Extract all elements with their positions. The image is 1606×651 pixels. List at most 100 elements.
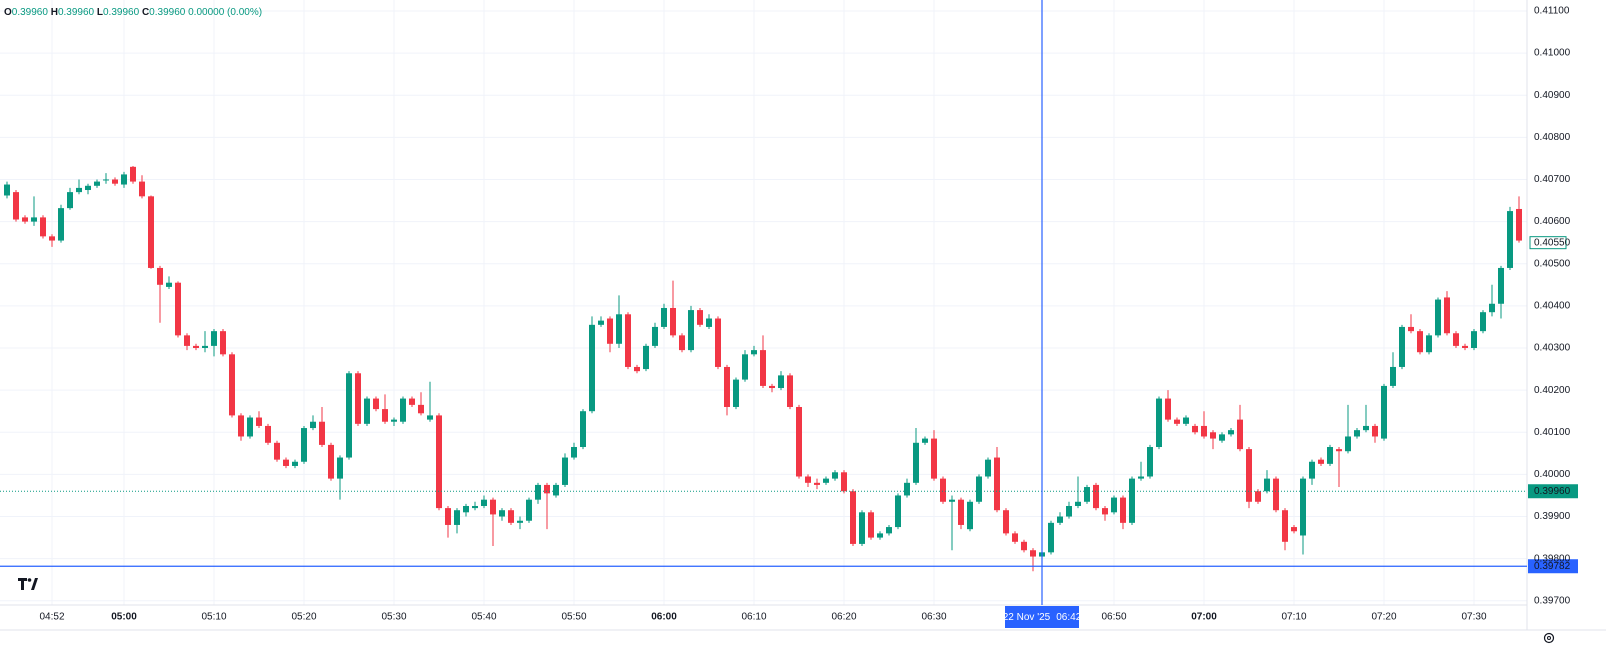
candle-body bbox=[1291, 527, 1297, 532]
settings-button[interactable] bbox=[1543, 632, 1555, 644]
candle-body bbox=[796, 406, 802, 477]
crosshair-time: 06:42 bbox=[1056, 612, 1081, 623]
ohlc-value: 0.39960 bbox=[149, 7, 186, 18]
candle-body bbox=[1264, 478, 1270, 492]
candle-body bbox=[139, 181, 145, 197]
candle-body bbox=[1030, 550, 1036, 557]
candle-body bbox=[265, 425, 271, 443]
y-tick-label: 0.40600 bbox=[1534, 216, 1571, 227]
candle-body bbox=[1273, 478, 1279, 511]
candle-body bbox=[1138, 476, 1144, 479]
candle-body bbox=[1255, 491, 1261, 502]
candle-body bbox=[553, 484, 559, 496]
crosshair-time-bg bbox=[1005, 606, 1079, 628]
grid bbox=[0, 0, 1527, 605]
candle-body bbox=[490, 499, 496, 515]
x-tick-label: 05:10 bbox=[201, 612, 226, 623]
candle-body bbox=[931, 438, 937, 479]
y-tick-label: 0.39700 bbox=[1534, 595, 1571, 606]
candle-body bbox=[103, 179, 109, 181]
candle-body bbox=[1417, 331, 1423, 353]
candle-body bbox=[1237, 419, 1243, 450]
candle-body bbox=[274, 442, 280, 460]
candle-body bbox=[994, 457, 1000, 511]
candle-body bbox=[1309, 461, 1315, 479]
candle-body bbox=[1246, 449, 1252, 502]
candle-body bbox=[121, 174, 127, 185]
y-tick-label: 0.40000 bbox=[1534, 469, 1571, 480]
candle-body bbox=[670, 307, 676, 336]
candle-body bbox=[544, 484, 550, 494]
candle-body bbox=[778, 375, 784, 389]
candle-body bbox=[1516, 208, 1522, 241]
candle-body bbox=[1399, 326, 1405, 367]
candle-body bbox=[895, 495, 901, 528]
candle-body bbox=[1201, 425, 1207, 437]
logo bbox=[18, 578, 38, 590]
candle-body bbox=[1156, 398, 1162, 448]
y-tick-label: 0.41000 bbox=[1534, 48, 1571, 59]
candle-body bbox=[247, 417, 253, 437]
candle-body bbox=[1111, 497, 1117, 513]
x-tick-label: 06:20 bbox=[831, 612, 856, 623]
x-tick-label: 07:20 bbox=[1371, 612, 1396, 623]
ohlc-label: L bbox=[97, 7, 103, 18]
candle-body bbox=[31, 217, 37, 222]
ohlc-change: 0.00000 (0.00%) bbox=[188, 7, 262, 18]
candle-body bbox=[112, 179, 118, 184]
x-tick-label: 06:10 bbox=[741, 612, 766, 623]
candle-body bbox=[1435, 299, 1441, 336]
candle-body bbox=[814, 482, 820, 485]
candle-body bbox=[220, 331, 226, 355]
last-label-bg bbox=[1529, 236, 1567, 250]
candle-body bbox=[1318, 459, 1324, 464]
candle-body bbox=[571, 447, 577, 458]
candle-body bbox=[418, 404, 424, 414]
crosshair-price-bg bbox=[1528, 559, 1578, 574]
ohlc-status: O0.39960 H0.39960 L0.39960 C0.39960 0.00… bbox=[4, 7, 262, 18]
candle-body bbox=[1372, 425, 1378, 437]
candle-body bbox=[562, 457, 568, 485]
candle-body bbox=[1066, 505, 1072, 517]
overlay: 0.39960 0.40550 0.39782 22 Nov '25 06:42 bbox=[0, 0, 1578, 628]
candle-body bbox=[580, 411, 586, 448]
candle-body bbox=[508, 510, 514, 523]
y-tick-label: 0.40500 bbox=[1534, 258, 1571, 269]
candle-body bbox=[211, 331, 217, 346]
candle-body bbox=[1300, 478, 1306, 536]
candle-body bbox=[148, 196, 154, 268]
candle-body bbox=[85, 185, 91, 191]
candle-body bbox=[67, 192, 73, 209]
candle-body bbox=[301, 428, 307, 462]
candle-body bbox=[22, 217, 28, 222]
candle-body bbox=[292, 461, 298, 466]
candle-body bbox=[850, 491, 856, 544]
candle-body bbox=[940, 478, 946, 502]
candle-body bbox=[724, 366, 730, 407]
candle-body bbox=[958, 499, 964, 525]
candle-body bbox=[706, 318, 712, 327]
y-tick-label: 0.41100 bbox=[1534, 6, 1570, 17]
candle-body bbox=[517, 520, 523, 523]
y-tick-label: 0.40900 bbox=[1534, 90, 1571, 101]
candle-body bbox=[823, 478, 829, 483]
candle-body bbox=[976, 476, 982, 502]
crosshair-price-label: 0.39782 bbox=[1534, 561, 1571, 572]
candle-body bbox=[1345, 436, 1351, 452]
candle-body bbox=[904, 482, 910, 496]
candle-body bbox=[751, 350, 757, 355]
candle-body bbox=[94, 181, 100, 186]
candle-body bbox=[1021, 541, 1027, 551]
candle-body bbox=[859, 512, 865, 544]
candle-body bbox=[1282, 510, 1288, 542]
price-line-label-bg bbox=[1528, 484, 1578, 499]
x-tick-label: 05:20 bbox=[291, 612, 316, 623]
candle-body bbox=[184, 335, 190, 346]
candle-body bbox=[949, 499, 955, 502]
candle-body bbox=[769, 385, 775, 389]
candle-body bbox=[535, 484, 541, 500]
candle-body bbox=[1327, 447, 1333, 464]
candle-body bbox=[1426, 335, 1432, 353]
candle-body bbox=[328, 444, 334, 479]
